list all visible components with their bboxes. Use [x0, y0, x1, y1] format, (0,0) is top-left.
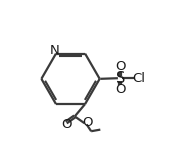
Text: O: O: [115, 60, 125, 73]
Text: Cl: Cl: [132, 72, 145, 85]
Text: S: S: [116, 71, 125, 86]
Text: O: O: [61, 118, 72, 131]
Text: O: O: [115, 83, 125, 96]
Text: O: O: [82, 116, 92, 129]
Text: N: N: [50, 44, 60, 57]
